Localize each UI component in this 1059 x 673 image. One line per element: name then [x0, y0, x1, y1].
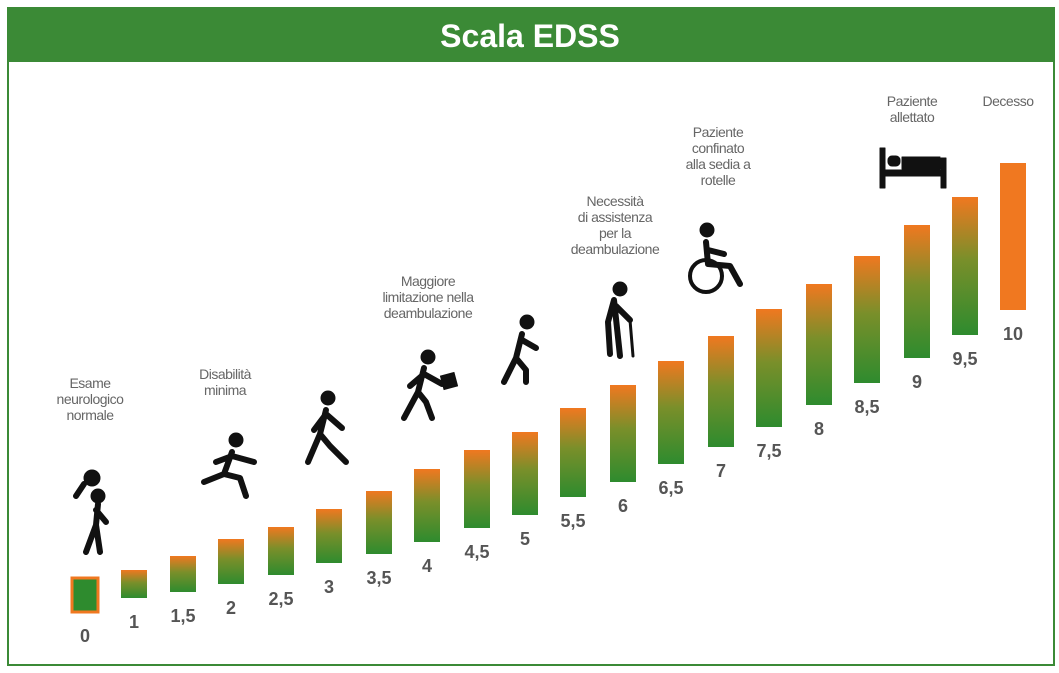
- step-bar: [560, 408, 586, 497]
- icon-bed: [879, 147, 947, 189]
- caption-line: neurologico: [57, 391, 125, 407]
- step-bar: [512, 432, 538, 515]
- icon-walker: [305, 390, 349, 465]
- header-bar: [8, 8, 1054, 62]
- step-bar: [414, 469, 440, 542]
- step-label: 10: [1003, 324, 1023, 344]
- step-bar: [121, 570, 147, 598]
- caption-line: confinato: [692, 140, 745, 156]
- caption-line: Paziente: [693, 124, 744, 140]
- step-bar: [854, 256, 880, 383]
- step-bar: [610, 385, 636, 482]
- icon-walker-bag: [401, 349, 459, 421]
- caption-line: per la: [599, 225, 632, 241]
- step-label: 4: [422, 556, 432, 576]
- caption-line: Decesso: [983, 93, 1035, 109]
- step-bar: [952, 197, 978, 335]
- step-label: 0: [80, 626, 90, 646]
- caption-line: deambulazione: [384, 305, 473, 321]
- caption-line: minima: [204, 382, 247, 398]
- step-bar: [904, 225, 930, 358]
- caption-line: Disabilità: [199, 366, 252, 382]
- step-label: 5,5: [560, 511, 585, 531]
- step-label: 8,5: [854, 397, 879, 417]
- step-bar: [70, 576, 100, 614]
- step-bar: [464, 450, 490, 528]
- step-label: 5: [520, 529, 530, 549]
- step-label: 1: [129, 612, 139, 632]
- icons: [73, 147, 947, 555]
- caption-line: rotelle: [701, 172, 736, 188]
- step-label: 3,5: [366, 568, 391, 588]
- step-bar: [806, 284, 832, 405]
- caption-line: normale: [66, 407, 114, 423]
- step-label: 1,5: [170, 606, 195, 626]
- step-bar: [366, 491, 392, 554]
- step-bar: [658, 361, 684, 464]
- step-label: 6,5: [658, 478, 683, 498]
- step-label: 2: [226, 598, 236, 618]
- step-label: 3: [324, 577, 334, 597]
- steps: 0 1 1,5 2 2,5 3 3,5 4 4,5 5 5,5 6 6,5 7 7,5 8 8,5 9 9,5 10: [70, 163, 1026, 646]
- step-label: 7: [716, 461, 726, 481]
- caption-line: limitazione nella: [382, 289, 474, 305]
- caption-line: di assistenza: [578, 209, 653, 225]
- step-bar: [708, 336, 734, 447]
- icon-wheelchair: [688, 222, 743, 294]
- step-bar: [268, 527, 294, 575]
- step-label: 6: [618, 496, 628, 516]
- step-label: 7,5: [756, 441, 781, 461]
- step-bar: [218, 539, 244, 584]
- caption-line: alla sedia a: [686, 156, 752, 172]
- step-label: 2,5: [268, 589, 293, 609]
- step-bar: [316, 509, 342, 563]
- icon-walker-slow: [501, 314, 539, 385]
- step-bar: [756, 309, 782, 427]
- caption-line: Esame: [69, 375, 111, 391]
- caption-line: Paziente: [887, 93, 938, 109]
- step-label: 8: [814, 419, 824, 439]
- caption-line: Necessità: [587, 193, 645, 209]
- caption-line: Maggiore: [401, 273, 456, 289]
- step-label: 9: [912, 372, 922, 392]
- step-label: 9,5: [952, 349, 977, 369]
- icon-runner: [201, 432, 257, 499]
- step-label: 4,5: [464, 542, 489, 562]
- caption-line: allettato: [890, 109, 935, 125]
- title: Scala EDSS: [440, 18, 620, 54]
- step-bar: [1000, 163, 1026, 310]
- step-bar: [170, 556, 196, 592]
- icon-child: [73, 469, 109, 555]
- icon-elderly-cane: [605, 281, 635, 359]
- caption-line: deambulazione: [571, 241, 660, 257]
